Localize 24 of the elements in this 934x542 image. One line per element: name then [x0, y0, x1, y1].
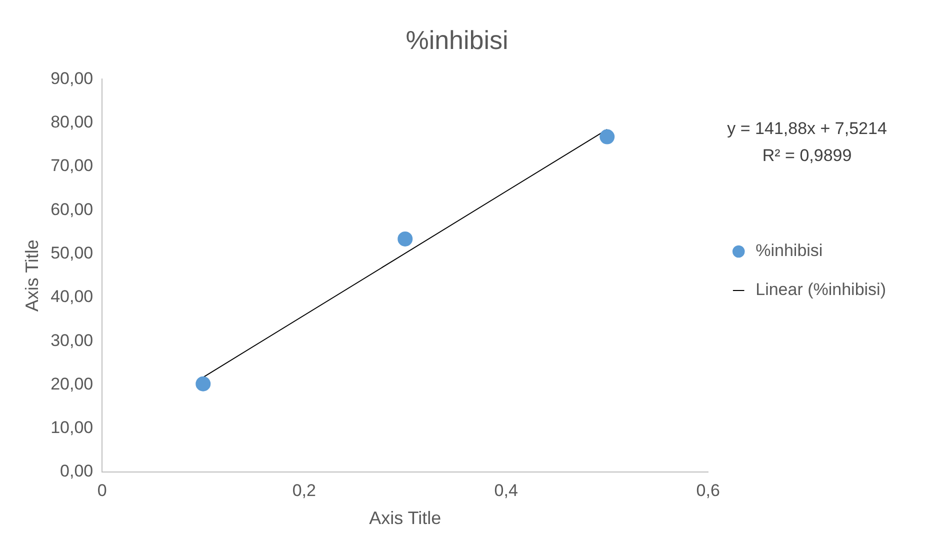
y-tick-label: 70,00 [50, 156, 94, 176]
y-tick-label: 10,00 [50, 418, 94, 438]
text: y = 141,88x + 7,5214 [727, 118, 887, 138]
y-tick-label: 80,00 [50, 112, 94, 132]
x-axis-title: Axis Title [369, 508, 442, 528]
x-tick-label: 0,6 [696, 480, 720, 500]
y-tick-label: 0,00 [60, 462, 94, 481]
legend-label: Linear (%inhibisi) [756, 280, 886, 300]
y-tick-label: 60,00 [50, 200, 94, 219]
y-axis-title: Axis Title [22, 240, 42, 312]
y-tick-label: 90,00 [50, 68, 94, 88]
text: R² = 0,9899 [762, 146, 852, 165]
y-tick-label: 40,00 [50, 287, 94, 306]
x-tick-label: 0 [97, 480, 107, 500]
point [398, 231, 413, 246]
x-tick-label: 0,4 [494, 480, 518, 500]
point [196, 376, 211, 392]
chart-title: %inhibisi [406, 24, 508, 55]
y-tick-label: 50,00 [50, 243, 94, 262]
x-tick-label: 0,2 [292, 480, 316, 500]
y-tick-label: 20,00 [50, 374, 94, 394]
legend-label: %inhibisi [756, 241, 823, 260]
point [600, 129, 615, 144]
y-tick-label: 30,00 [50, 330, 94, 350]
